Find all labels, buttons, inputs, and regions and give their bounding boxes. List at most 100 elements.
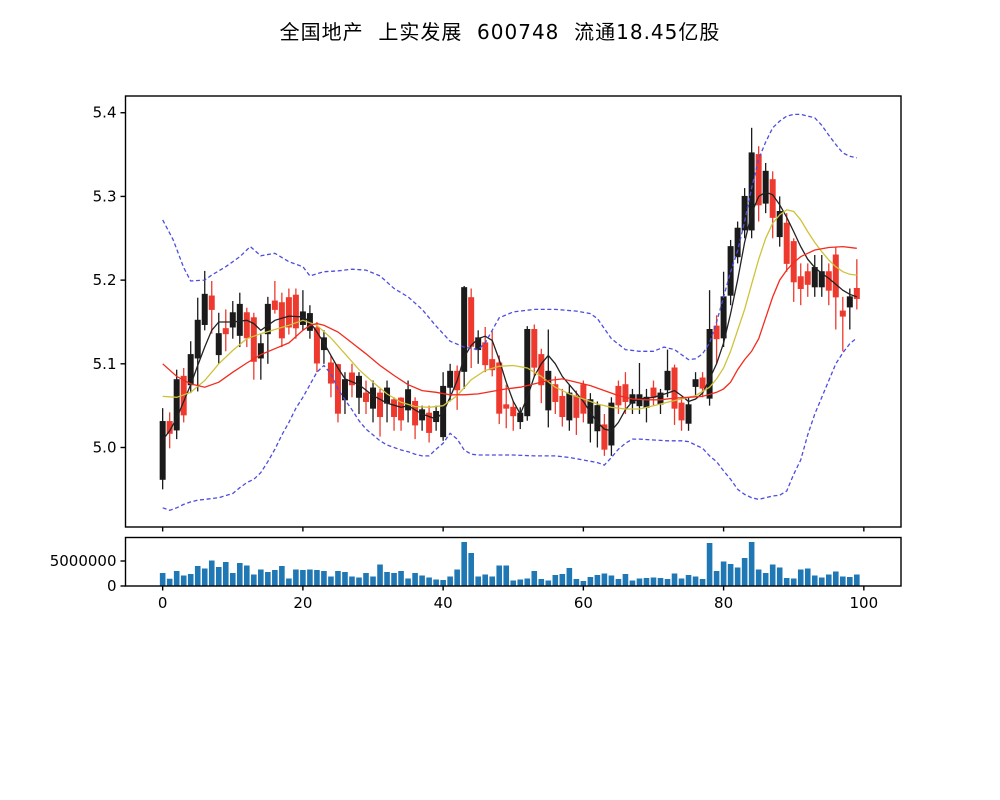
candle [839, 296, 846, 352]
volume-bar [272, 570, 278, 586]
volume-bar [321, 571, 327, 586]
volume-bar [503, 565, 510, 586]
candle [278, 292, 285, 348]
volume-bar [279, 566, 285, 586]
candle [797, 263, 804, 306]
candle [334, 363, 341, 423]
candlestick-series [159, 127, 860, 490]
volume-bar [755, 569, 762, 586]
candle [510, 401, 517, 431]
volume-bar [489, 576, 496, 586]
volume-bar [587, 577, 594, 586]
volume-bar [818, 577, 825, 586]
volume-bar [166, 578, 173, 586]
volume-bar [685, 575, 692, 586]
candle [783, 213, 790, 272]
candle [608, 397, 615, 456]
candle [650, 380, 657, 406]
volume-bar [370, 576, 376, 586]
candle [370, 380, 377, 423]
chart-title: 全国地产 上实发展 600748 流通18.45亿股 [279, 20, 721, 44]
volume-bar [222, 562, 229, 586]
volume-frame [124, 536, 902, 587]
price-frame [124, 95, 902, 528]
volume-bar [811, 575, 818, 586]
volume-bar [363, 573, 369, 586]
volume-bar [854, 574, 860, 586]
candle [790, 238, 797, 302]
x-tick-label: 100 [850, 594, 879, 612]
volume-bar [748, 542, 755, 586]
volume-bar [594, 575, 601, 586]
candle [355, 372, 362, 415]
volume-bar [461, 542, 467, 586]
price-tick-label: 5.0 [93, 438, 117, 456]
volume-bar [524, 578, 531, 586]
candle [264, 296, 271, 364]
volume-bar [251, 574, 257, 586]
volume-bar [180, 575, 187, 586]
candle [313, 321, 320, 373]
x-tick-label: 40 [434, 594, 453, 612]
volume-bar [208, 560, 215, 586]
volume-bar [643, 578, 650, 586]
volume-bars [159, 542, 860, 586]
candle [818, 255, 825, 297]
volume-tick-label: 0 [107, 577, 117, 595]
volume-bar [496, 565, 503, 586]
volume-bar [671, 573, 678, 586]
volume-bar [286, 578, 292, 586]
volume-bar [769, 564, 776, 586]
candle [468, 288, 475, 368]
candle [825, 263, 832, 306]
volume-bar [545, 580, 552, 586]
ma-slow-red-line [162, 245, 857, 401]
candle [271, 280, 278, 314]
volume-bar [187, 574, 194, 586]
volume-bar [398, 571, 404, 586]
candle [292, 288, 299, 339]
candle [741, 188, 748, 239]
volume-bar [215, 567, 222, 586]
price-y-axis: 5.0 5.1 5.2 5.3 5.4 [93, 104, 126, 456]
volume-bar [601, 573, 608, 586]
candle [159, 408, 166, 490]
volume-bar [825, 574, 832, 586]
candle [846, 288, 853, 330]
volume-bar [412, 573, 418, 586]
candle [257, 334, 264, 380]
candle [664, 349, 671, 398]
volume-bar [335, 571, 341, 586]
ma-fast-black-line [162, 191, 858, 441]
volume-bar [741, 558, 748, 586]
bollinger-upper-line [162, 113, 857, 361]
volume-bar [440, 580, 446, 586]
price-tick-label: 5.2 [93, 271, 117, 289]
candle [545, 329, 552, 428]
volume-bar [629, 580, 636, 586]
candle [657, 388, 664, 415]
x-tick-label: 80 [714, 594, 733, 612]
x-tick-label: 0 [158, 594, 168, 612]
volume-bar [538, 579, 545, 586]
candle [419, 405, 426, 431]
volume-bar [482, 574, 489, 586]
volume-bar [173, 571, 180, 586]
volume-bar [384, 572, 390, 586]
volume-bar [447, 576, 453, 586]
volume-bar [201, 568, 208, 586]
candle [727, 239, 734, 306]
candle [194, 297, 201, 392]
volume-bar [229, 573, 236, 586]
volume-bar [300, 570, 306, 586]
candle [692, 372, 699, 398]
volume-bar [510, 580, 517, 586]
candle [804, 263, 811, 297]
volume-bar [468, 553, 474, 586]
volume-bar [573, 579, 580, 586]
volume-bar [692, 576, 699, 586]
candle [454, 365, 461, 410]
volume-bar [356, 577, 362, 586]
volume-bar [405, 578, 411, 586]
